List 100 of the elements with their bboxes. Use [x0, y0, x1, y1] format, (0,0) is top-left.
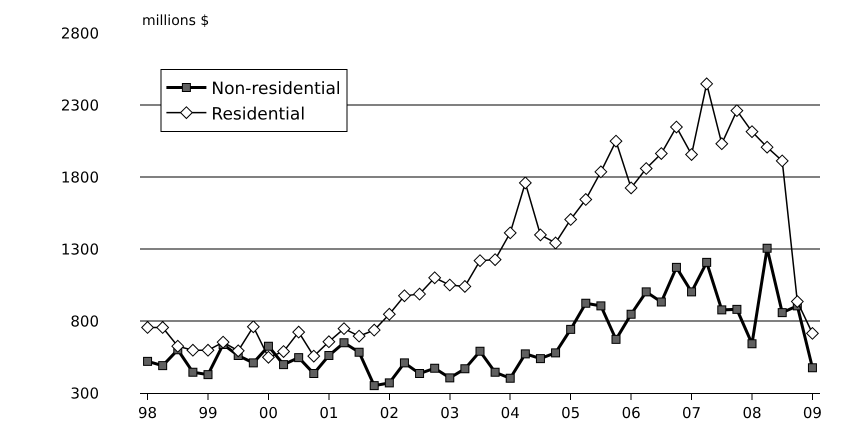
- point: [748, 339, 756, 348]
- point: [476, 346, 484, 356]
- point: [400, 358, 409, 368]
- point: [536, 354, 545, 364]
- point: [415, 369, 424, 378]
- point: [640, 162, 653, 175]
- y-tick-label: 1800: [60, 168, 99, 186]
- point: [279, 360, 288, 370]
- x-tick-label: 99: [198, 404, 218, 422]
- point: [534, 228, 547, 242]
- x-tick-label: 00: [258, 404, 278, 422]
- point: [488, 253, 502, 266]
- point: [398, 289, 411, 302]
- point: [324, 351, 334, 360]
- point: [382, 308, 396, 321]
- point: [672, 262, 681, 272]
- point: [188, 368, 198, 377]
- point: [594, 165, 608, 178]
- legend-label: Residential: [211, 104, 306, 124]
- point: [460, 364, 470, 374]
- point: [790, 295, 804, 308]
- point: [551, 348, 560, 358]
- x-tick-label: 98: [138, 404, 158, 422]
- point: [428, 271, 442, 284]
- point: [458, 280, 472, 293]
- point: [277, 345, 290, 358]
- point: [443, 278, 456, 292]
- point: [204, 370, 212, 380]
- point: [715, 137, 728, 150]
- x-tick-label: 03: [440, 404, 460, 422]
- point: [806, 327, 819, 340]
- point: [746, 125, 758, 138]
- point: [490, 368, 500, 377]
- point: [158, 361, 168, 370]
- point: [687, 287, 696, 296]
- point: [506, 374, 515, 383]
- point: [368, 324, 381, 336]
- point: [808, 363, 817, 372]
- point: [413, 288, 426, 300]
- point: [202, 344, 214, 357]
- y-tick-label: 1300: [60, 240, 99, 258]
- point: [294, 353, 304, 362]
- point: [596, 301, 606, 310]
- point: [642, 287, 651, 296]
- x-tick-label: 04: [500, 404, 520, 422]
- point: [626, 310, 636, 319]
- x-tick-label: 09: [802, 404, 822, 422]
- x-tick-label: 02: [380, 404, 399, 422]
- point: [730, 104, 744, 117]
- point: [338, 322, 350, 335]
- point: [232, 344, 245, 358]
- point: [566, 324, 576, 334]
- point: [549, 236, 562, 250]
- point: [322, 335, 336, 348]
- point: [216, 336, 230, 349]
- point: [246, 320, 260, 334]
- point: [700, 77, 714, 90]
- point: [654, 147, 668, 160]
- point: [292, 326, 306, 338]
- point: [581, 298, 590, 308]
- point: [370, 381, 379, 390]
- point: [776, 154, 789, 168]
- x-tick-label: 08: [742, 404, 762, 422]
- point: [307, 350, 320, 362]
- point: [143, 356, 152, 366]
- point: [352, 330, 366, 342]
- point: [520, 349, 530, 358]
- point: [474, 254, 486, 268]
- point: [171, 340, 184, 353]
- point: [702, 258, 712, 267]
- y-tick-label: 300: [70, 384, 99, 402]
- point: [384, 378, 394, 388]
- point: [717, 305, 726, 314]
- point: [685, 148, 698, 161]
- point: [762, 244, 772, 253]
- point: [156, 321, 170, 334]
- point: [504, 226, 517, 240]
- point: [445, 373, 454, 382]
- point: [612, 334, 620, 344]
- point: [141, 321, 154, 334]
- point: [340, 338, 348, 348]
- point: [262, 350, 275, 364]
- point: [309, 369, 318, 378]
- point: [760, 140, 774, 154]
- x-tick-label: 06: [622, 404, 641, 422]
- point: [518, 176, 532, 190]
- x-tick-label: 05: [561, 404, 580, 422]
- point: [610, 134, 622, 148]
- y-tick-label: 800: [70, 312, 99, 330]
- x-tick-label: 07: [682, 404, 702, 422]
- x-tick-label: 01: [319, 404, 338, 422]
- point: [186, 344, 200, 357]
- y-tick-label: 2800: [60, 24, 99, 42]
- y-tick-label: 2300: [60, 96, 99, 114]
- point: [354, 348, 364, 357]
- legend-label: Non-residential: [211, 79, 341, 100]
- point: [264, 342, 273, 351]
- point: [430, 364, 440, 373]
- point: [564, 213, 578, 226]
- point: [778, 308, 787, 318]
